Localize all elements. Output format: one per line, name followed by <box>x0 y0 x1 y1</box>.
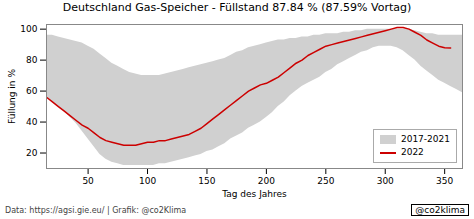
html-text:Deutschland Gas-Speicher - Fül: Deutschland Gas-Speicher - Füllstand 87.… <box>62 1 412 14</box>
svg-text:80: 80 <box>26 55 38 65</box>
html-text:2022: 2022 <box>400 147 424 157</box>
svg-text:20: 20 <box>26 148 38 158</box>
html-text:Data: https://agsi.gie.eu/ | G: Data: https://agsi.gie.eu/ | Grafik: @co… <box>5 206 187 215</box>
svg-text:60: 60 <box>26 86 38 96</box>
svg-text:100: 100 <box>20 24 37 34</box>
svg-text:250: 250 <box>317 176 334 186</box>
svg-text:Füllung in %: Füllung in % <box>7 69 17 124</box>
svg-text:40: 40 <box>26 117 38 127</box>
html-text:@co2klima: @co2klima <box>415 205 465 215</box>
svg-text:100: 100 <box>139 176 156 186</box>
html-text:2017-2021: 2017-2021 <box>400 134 450 144</box>
svg-text:300: 300 <box>377 176 394 186</box>
svg-text:200: 200 <box>258 176 275 186</box>
svg-text:Tag des Jahres: Tag des Jahres <box>221 189 287 199</box>
svg-text:150: 150 <box>198 176 215 186</box>
svg-text:350: 350 <box>436 176 453 186</box>
svg-text:50: 50 <box>82 176 94 186</box>
